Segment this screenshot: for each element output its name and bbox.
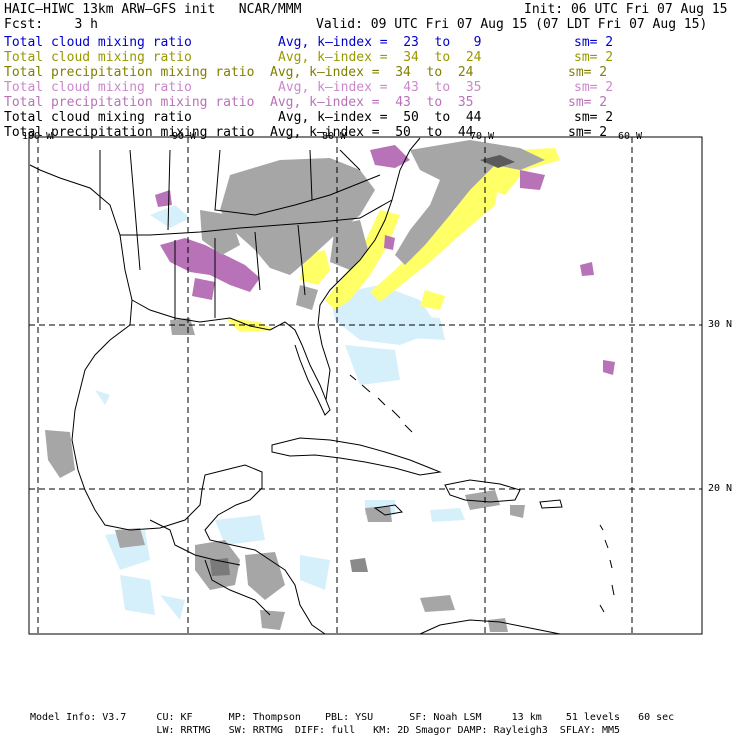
init-time: Init: 06 UTC Fri 07 Aug 15	[524, 2, 728, 17]
field-6-name: Total precipitation mixing ratio	[4, 125, 255, 140]
field-4-sm: sm= 2	[568, 95, 608, 110]
field-5-sm: sm= 2	[574, 110, 614, 125]
field-5-name: Total cloud mixing ratio	[4, 110, 192, 125]
model-info-line2: LW: RRTMG SW: RRTMG DIFF: full KM: 2D Sm…	[30, 725, 621, 736]
field-3-name: Total cloud mixing ratio	[4, 80, 192, 95]
valid-time: Valid: 09 UTC Fri 07 Aug 15 (07 LDT Fri …	[316, 17, 708, 32]
forecast-hour: Fcst: 3 h	[4, 17, 98, 32]
field-0-name: Total cloud mixing ratio	[4, 35, 192, 50]
map-frame	[28, 136, 703, 635]
field-3-sm: sm= 2	[574, 80, 614, 95]
model-title: HAIC—HIWC 13km ARW—GFS init NCAR/MMM	[4, 2, 302, 17]
field-0-sm: sm= 2	[574, 35, 614, 50]
model-info-line1: Model Info: V3.7 CU: KF MP: Thompson PBL…	[30, 712, 675, 723]
gray-cloud-layer	[45, 140, 545, 632]
latlon-grid	[29, 137, 702, 634]
dark-cloud-cores	[210, 155, 515, 576]
yellow-cloud-layer	[225, 148, 560, 332]
field-1-stat: Avg, k—index = 34 to 24	[278, 50, 482, 65]
field-4-stat: Avg, k—index = 43 to 35	[270, 95, 474, 110]
lon-label-80w: 80 W	[322, 131, 347, 142]
lat-label-30n: 30 N	[708, 319, 733, 330]
field-3-stat: Avg, k—index = 43 to 35	[278, 80, 482, 95]
field-6-sm: sm= 2	[568, 125, 608, 140]
field-1-name: Total cloud mixing ratio	[4, 50, 192, 65]
field-5-stat: Avg, k—index = 50 to 44	[278, 110, 482, 125]
field-2-sm: sm= 2	[568, 65, 608, 80]
coastlines	[29, 137, 615, 635]
field-4-name: Total precipitation mixing ratio	[4, 95, 255, 110]
lat-label-20n: 20 N	[708, 483, 733, 494]
field-1-sm: sm= 2	[574, 50, 614, 65]
light-blue-cloud-layer	[95, 205, 465, 620]
lon-label-60w: 60 W	[618, 131, 643, 142]
lon-label-100w: 100 W	[22, 131, 53, 142]
purple-precip-layer	[155, 145, 615, 375]
lon-label-70w: 70 W	[470, 131, 495, 142]
field-2-stat: Avg, k—index = 34 to 24	[270, 65, 474, 80]
field-2-name: Total precipitation mixing ratio	[4, 65, 255, 80]
lon-label-90w: 90 W	[172, 131, 197, 142]
field-6-stat: Avg, k—index = 50 to 44	[270, 125, 474, 140]
field-0-stat: Avg, k—index = 23 to 9	[278, 35, 482, 50]
